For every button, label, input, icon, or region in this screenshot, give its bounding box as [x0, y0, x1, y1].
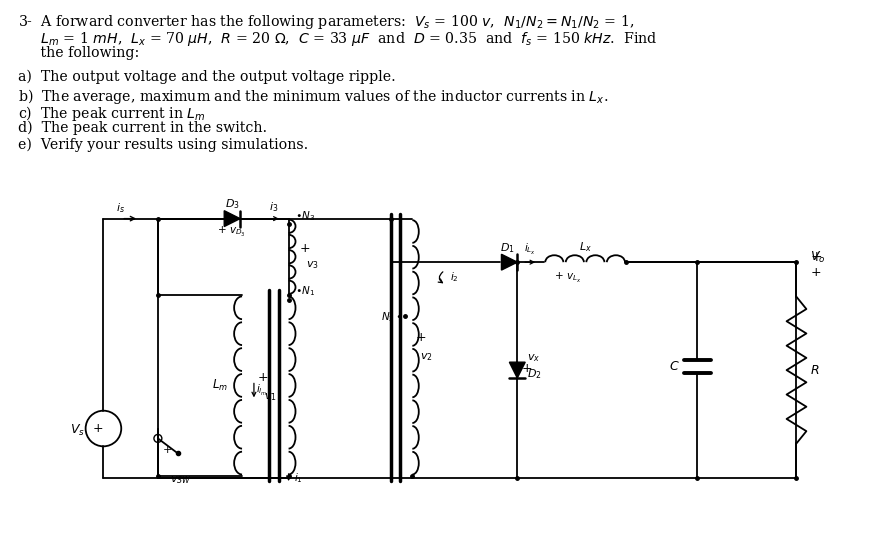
Text: $L_x$: $L_x$	[579, 240, 591, 254]
Polygon shape	[224, 211, 240, 227]
Text: $i_2$: $i_2$	[450, 270, 459, 284]
Text: $v_{SW}$: $v_{SW}$	[170, 474, 191, 486]
Text: +: +	[258, 371, 269, 384]
Text: +: +	[163, 445, 172, 455]
Polygon shape	[502, 254, 517, 270]
Text: c)  The peak current in $L_m$: c) The peak current in $L_m$	[18, 104, 206, 123]
Text: $i_s$: $i_s$	[116, 201, 125, 214]
Text: $L_m$ = 1 $mH$,  $L_x$ = 70 $\mu H$,  $R$ = 20 $\Omega$,  $C$ = 33 $\mu F$  and : $L_m$ = 1 $mH$, $L_x$ = 70 $\mu H$, $R$ …	[18, 30, 657, 48]
Text: $\bullet N_3$: $\bullet N_3$	[295, 209, 315, 222]
Text: $i_1$: $i_1$	[294, 471, 303, 485]
Text: $V_o$: $V_o$	[810, 250, 826, 265]
Text: $v_3$: $v_3$	[306, 259, 319, 270]
Text: $D_1$: $D_1$	[500, 241, 514, 255]
Text: +: +	[415, 331, 426, 344]
Text: the following:: the following:	[18, 46, 139, 60]
Text: $i_{l_m}$: $i_{l_m}$	[256, 383, 267, 398]
Text: $v_x$: $v_x$	[527, 352, 540, 364]
Text: e)  Verify your results using simulations.: e) Verify your results using simulations…	[18, 137, 309, 152]
Polygon shape	[509, 362, 525, 378]
Text: $i_3$: $i_3$	[269, 200, 279, 213]
Text: $N_2\bullet$: $N_2\bullet$	[381, 311, 403, 324]
Text: d)  The peak current in the switch.: d) The peak current in the switch.	[18, 120, 267, 135]
Text: a)  The output voltage and the output voltage ripple.: a) The output voltage and the output vol…	[18, 70, 396, 85]
Text: $+\ v_{D_3}$: $+\ v_{D_3}$	[217, 225, 246, 239]
Text: +: +	[810, 265, 821, 278]
Text: +: +	[810, 250, 822, 264]
Text: +: +	[522, 362, 532, 375]
Text: b)  The average, maximum and the minimum values of the inductor currents in $L_x: b) The average, maximum and the minimum …	[18, 87, 609, 106]
Text: $C$: $C$	[669, 360, 680, 372]
Text: $L_m$: $L_m$	[213, 378, 229, 393]
Text: $D_2$: $D_2$	[527, 367, 542, 381]
Text: $R$: $R$	[810, 363, 820, 376]
Text: $D_3$: $D_3$	[225, 197, 239, 211]
Text: +: +	[299, 242, 310, 255]
Text: 3-  A forward converter has the following parameters:  $V_s$ = 100 $v$,  $N_1/N_: 3- A forward converter has the following…	[18, 13, 635, 31]
Text: $\bullet N_1$: $\bullet N_1$	[295, 284, 314, 298]
Text: $v_1$: $v_1$	[263, 391, 277, 403]
Text: $i_{L_x}$: $i_{L_x}$	[524, 242, 536, 257]
Text: $+\ v_{L_x}$: $+\ v_{L_x}$	[554, 271, 581, 285]
Text: +: +	[92, 422, 103, 435]
Text: $V_s$: $V_s$	[71, 423, 85, 438]
Text: $v_2$: $v_2$	[421, 351, 433, 363]
